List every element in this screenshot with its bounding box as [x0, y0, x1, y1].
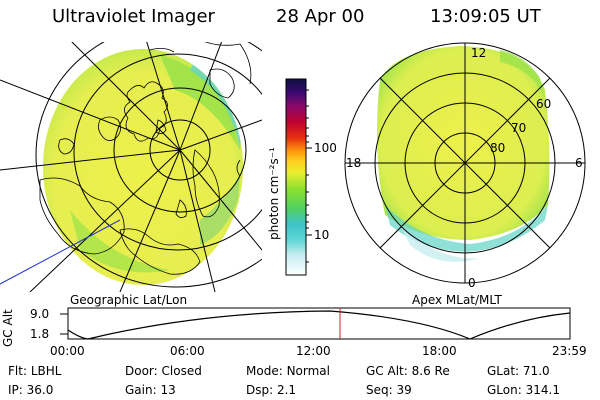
status-gc-alt: GC Alt: 8.6 Re [366, 364, 450, 378]
mlt-label-12: 12 [471, 46, 487, 60]
alt-xtick-1200: 12:00 [296, 344, 331, 358]
colorbar-ticks [306, 89, 312, 263]
status-mode: Mode: Normal [246, 364, 330, 378]
altitude-plot [60, 307, 571, 340]
mlt-label-6: 6 [575, 156, 583, 170]
apex-caption: Apex MLat/MLT [412, 293, 502, 307]
aurora-image-geographic [43, 49, 243, 285]
geographic-map [0, 42, 262, 292]
colorbar-unit-label: photon cm⁻²s⁻¹ [267, 147, 281, 240]
colorbar-tick-100: 100 [314, 141, 337, 155]
aurora-image-polar [376, 46, 550, 240]
date-label: 28 Apr 00 [276, 6, 365, 27]
alt-ylabel: GC Alt [1, 309, 15, 347]
alt-xtick-0000: 00:00 [50, 344, 85, 358]
alt-xtick-1800: 18:00 [422, 344, 457, 358]
alt-ytick-1.8: 1.8 [30, 327, 50, 341]
polar-map [344, 42, 586, 284]
terminator-line [0, 219, 121, 285]
mlat-label-80: 80 [490, 141, 506, 155]
colorbar [285, 78, 307, 276]
status-dsp: Dsp: 2.1 [246, 383, 297, 397]
geographic-caption: Geographic Lat/Lon [70, 293, 188, 307]
mlt-label-18: 18 [346, 156, 362, 170]
alt-ytick-9: 9.0 [30, 307, 50, 321]
mlat-label-60: 60 [536, 97, 552, 111]
status-door: Door: Closed [125, 364, 202, 378]
alt-xtick-0600: 06:00 [170, 344, 205, 358]
time-label: 13:09:05 UT [430, 6, 541, 27]
mlat-label-70: 70 [511, 121, 527, 135]
instrument-title: Ultraviolet Imager [52, 6, 215, 27]
status-flt: Flt: LBHL [8, 364, 62, 378]
status-glon: GLon: 314.1 [487, 383, 560, 397]
status-gain: Gain: 13 [125, 383, 176, 397]
mlt-label-0: 0 [468, 276, 476, 290]
status-glat: GLat: 71.0 [487, 364, 550, 378]
alt-xtick-2359: 23:59 [552, 344, 587, 358]
altitude-curve [67, 310, 571, 340]
status-seq: Seq: 39 [366, 383, 412, 397]
colorbar-tick-10: 10 [314, 228, 330, 242]
status-ip: IP: 36.0 [8, 383, 54, 397]
